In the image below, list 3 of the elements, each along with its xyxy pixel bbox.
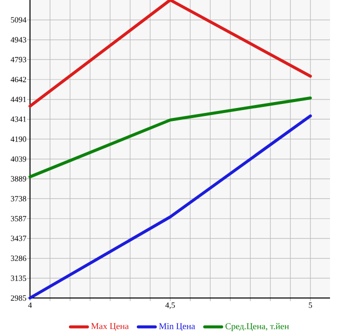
legend-label: Min Цена bbox=[159, 323, 196, 331]
legend-label: Сред.Цена, т.йен bbox=[226, 323, 289, 332]
legend-label: Max Цена bbox=[91, 323, 129, 331]
